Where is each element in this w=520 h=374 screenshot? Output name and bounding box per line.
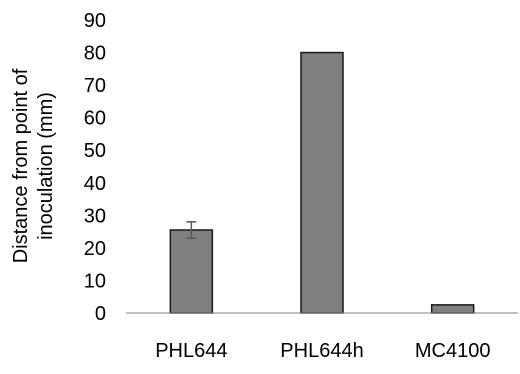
y-tick-label: 20 <box>84 238 106 260</box>
y-tick-label: 30 <box>84 205 106 227</box>
y-tick-label: 90 <box>84 10 106 32</box>
x-axis-tick-labels: PHL644 PHL644h MC4100 <box>155 340 490 362</box>
y-axis-label: Distance from point of inoculation (mm) <box>10 68 57 263</box>
y-tick-label: 0 <box>95 303 106 325</box>
error-bars <box>186 221 197 239</box>
bars <box>169 51 475 314</box>
y-axis-label-line-2: inoculation (mm) <box>35 92 57 240</box>
y-tick-label: 60 <box>84 108 106 130</box>
bar <box>300 51 344 314</box>
y-axis-label-line-1: Distance from point of <box>10 68 32 263</box>
y-tick-label: 70 <box>84 75 106 97</box>
bar <box>169 229 214 314</box>
y-tick-label: 80 <box>84 43 106 65</box>
y-axis-ticks: 0 10 20 30 40 50 60 70 80 90 <box>84 10 106 325</box>
x-tick-label: PHL644h <box>280 340 363 362</box>
x-tick-label: PHL644 <box>155 340 227 362</box>
x-tick-label: MC4100 <box>415 340 491 362</box>
y-tick-label: 50 <box>84 140 106 162</box>
y-tick-label: 40 <box>84 173 106 195</box>
bar <box>430 304 475 314</box>
y-tick-label: 10 <box>84 270 106 292</box>
